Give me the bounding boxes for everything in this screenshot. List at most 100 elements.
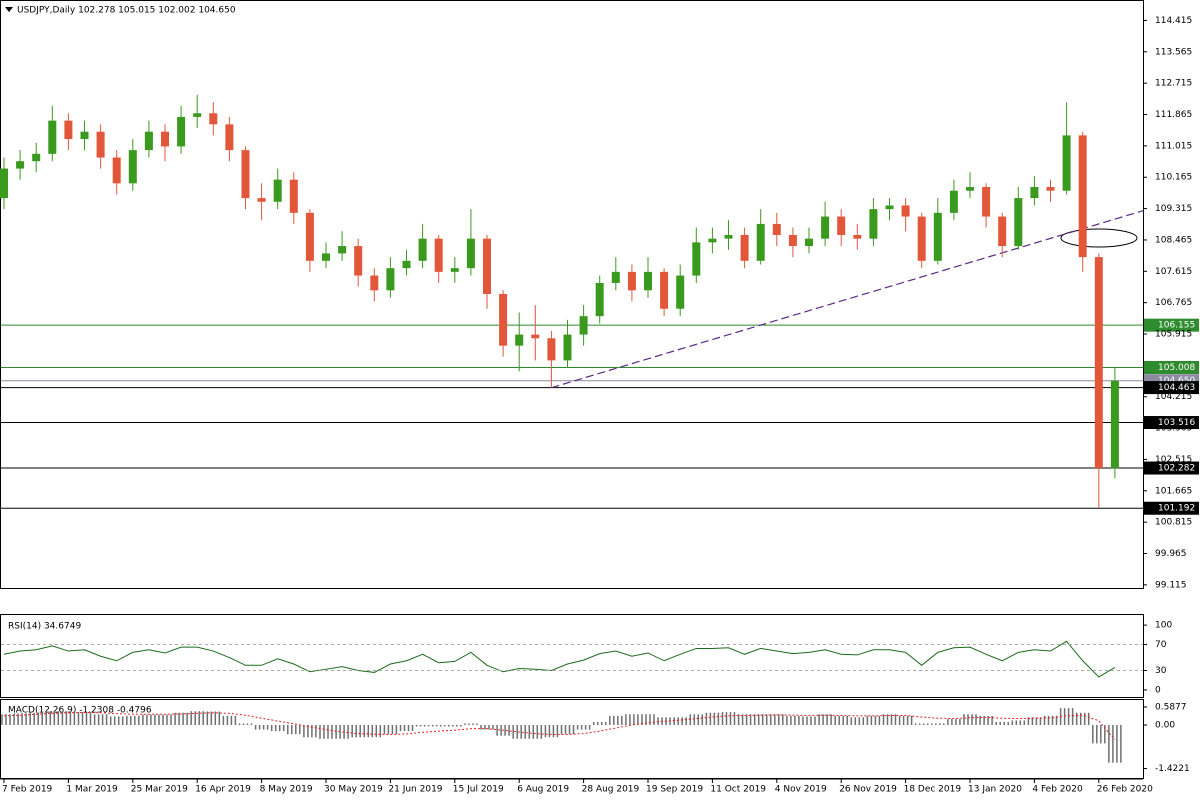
level-label-box — [1144, 416, 1199, 430]
candle-body — [949, 190, 958, 213]
candle-body — [1014, 198, 1023, 247]
candle-body — [483, 238, 491, 294]
candle-body — [32, 153, 41, 162]
x-tick-label: 26 Feb 2020 — [1097, 785, 1153, 795]
x-tick-label: 7 Feb 2019 — [2, 785, 53, 795]
pane-arrow — [5, 7, 13, 12]
x-tick-label: 11 Oct 2019 — [710, 785, 766, 795]
y-tick-label: 100.815 — [1155, 518, 1192, 528]
level-label: 105.008 — [1158, 363, 1195, 373]
y-tick-label: 0 — [1155, 685, 1161, 695]
price-pane — [0, 0, 1144, 589]
y-tick-label: 111.015 — [1155, 141, 1192, 151]
level-label-box — [1144, 461, 1199, 475]
candle-body — [434, 238, 443, 272]
candle-body — [982, 187, 991, 217]
y-tick-label: 102.515 — [1155, 455, 1192, 465]
candle-body — [756, 223, 765, 261]
level-label: 101.192 — [1158, 504, 1195, 514]
candle-body — [692, 242, 701, 276]
candle-body — [563, 334, 572, 361]
y-tick-label: 103.365 — [1155, 424, 1192, 434]
candle-body — [0, 168, 8, 199]
level-label: 106.155 — [1158, 321, 1195, 331]
chart-title: USDJPY,Daily 102.278 105.015 102.002 104… — [17, 6, 236, 16]
candle-body — [16, 161, 25, 169]
x-tick-label: 4 Nov 2019 — [775, 785, 827, 795]
candle-body — [740, 234, 749, 261]
candle-body — [917, 216, 926, 261]
y-tick-label: 100 — [1155, 621, 1172, 631]
candle-body — [531, 334, 540, 339]
y-tick-label: 114.415 — [1155, 16, 1192, 26]
y-tick-label: 112.715 — [1155, 79, 1192, 89]
candle-body — [1062, 135, 1071, 191]
y-tick-label: 106.765 — [1155, 298, 1192, 308]
highlight-ellipse — [1060, 228, 1138, 248]
macd-pane — [0, 699, 1144, 779]
candle-body — [177, 116, 186, 147]
y-tick-label: 108.465 — [1155, 235, 1192, 245]
candle-body — [1046, 187, 1055, 191]
x-tick-label: 25 Mar 2019 — [131, 785, 188, 795]
candle-body — [644, 271, 652, 291]
candle-body — [338, 246, 347, 254]
candle-body — [225, 124, 234, 151]
y-tick-label: 109.315 — [1155, 204, 1192, 214]
candle-body — [499, 294, 508, 346]
candle-body — [611, 271, 620, 283]
candle-body — [933, 212, 942, 261]
candle-body — [80, 131, 89, 140]
candle-body — [676, 275, 685, 309]
y-tick-label: 99.115 — [1155, 580, 1187, 590]
x-tick-label: 28 Aug 2019 — [582, 785, 640, 795]
x-tick-label: 4 Feb 2020 — [1032, 785, 1083, 795]
y-tick-label: 99.965 — [1155, 549, 1187, 559]
candle-body — [209, 113, 218, 125]
y-tick-label: 0.5877 — [1155, 702, 1187, 712]
y-tick-label: 111.865 — [1155, 110, 1192, 120]
candle-body — [418, 238, 427, 261]
candle-body — [788, 234, 797, 247]
level-label: 103.516 — [1158, 418, 1195, 428]
candle-body — [466, 238, 475, 269]
candle-body — [853, 234, 862, 239]
candle-body — [660, 271, 669, 309]
y-tick-label: 104.215 — [1155, 392, 1192, 402]
x-tick-label: 30 May 2019 — [324, 785, 383, 795]
candle-body — [998, 216, 1007, 247]
candle-body — [805, 238, 813, 247]
candle-body — [966, 187, 974, 191]
x-tick-label: 18 Dec 2019 — [904, 785, 962, 795]
x-tick-label: 13 Jan 2020 — [968, 785, 1022, 795]
x-tick-label: 26 Nov 2019 — [839, 785, 897, 795]
candle-body — [595, 282, 604, 317]
trendline — [551, 210, 1144, 389]
y-tick-label: 110.165 — [1155, 173, 1192, 183]
level-label-box — [1144, 360, 1199, 374]
candle-body — [450, 268, 459, 272]
candle-body — [161, 131, 169, 147]
y-tick-label: 70 — [1155, 640, 1167, 650]
y-tick-label: 105.915 — [1155, 330, 1192, 340]
y-tick-label: 107.615 — [1155, 267, 1192, 277]
x-tick-label: 21 Jun 2019 — [388, 785, 442, 795]
x-tick-label: 15 Jul 2019 — [453, 785, 504, 795]
y-tick-label: 113.565 — [1155, 47, 1192, 57]
candle-body — [305, 212, 314, 261]
candle-body — [901, 205, 910, 217]
candle-body — [1030, 187, 1039, 199]
x-tick-label: 8 May 2019 — [260, 785, 313, 795]
level-label: 102.282 — [1158, 464, 1195, 474]
candle-body — [241, 150, 250, 199]
candle-body — [289, 179, 298, 213]
candle-body — [724, 234, 733, 239]
candle-body — [402, 260, 411, 269]
candle-body — [1078, 135, 1087, 258]
candle-body — [547, 338, 556, 361]
level-label-box — [1144, 381, 1199, 395]
candle-body — [1110, 380, 1119, 469]
y-tick-label: -1.4221 — [1155, 764, 1190, 774]
y-tick-label: 101.665 — [1155, 486, 1192, 496]
